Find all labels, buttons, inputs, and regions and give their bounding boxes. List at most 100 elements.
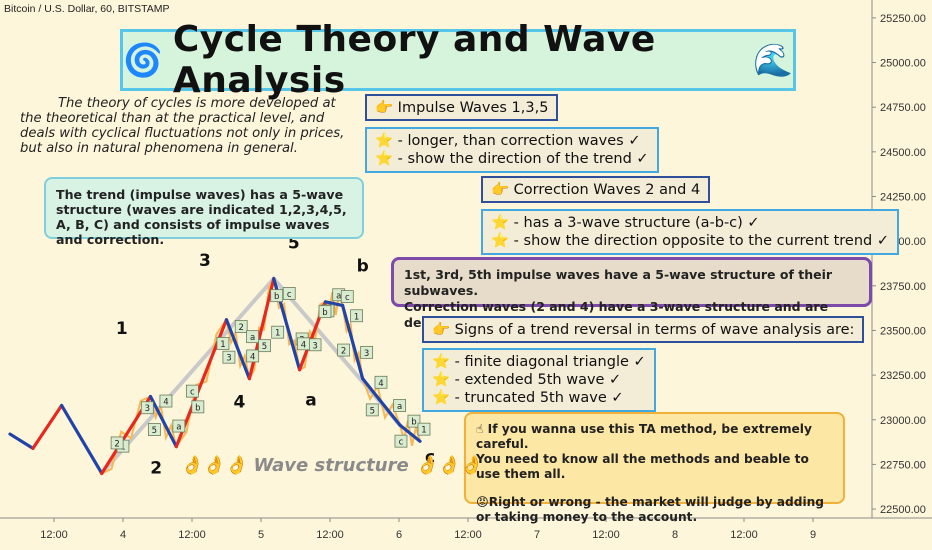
- sub-wave-badge: [297, 337, 310, 351]
- warning-line: 😡Right or wrong - the market will judge …: [476, 495, 825, 509]
- reversal-item: ⭐ - finite diagonal triangle ✓: [432, 354, 646, 370]
- sub-wave-label: c: [399, 438, 404, 448]
- sub-wave-label: c: [190, 388, 195, 398]
- time-tick-label: 9: [810, 529, 816, 541]
- pointing-hand-icon: 👉: [432, 322, 451, 338]
- page-title: Cycle Theory and Wave Analysis: [172, 19, 656, 101]
- sub-wave-badge: [374, 375, 388, 389]
- sub-wave-label: 2: [114, 439, 119, 449]
- price-tick-label: 25000.00: [880, 58, 926, 70]
- sub-wave-badge: [407, 414, 421, 428]
- price-tick-label: 23750.00: [880, 281, 926, 293]
- wave-label-2: 2: [150, 458, 162, 478]
- sub-wave-badge: [110, 436, 124, 450]
- price-tick-label: 22750.00: [880, 459, 926, 471]
- warning-note: ☝ If you wanna use this TA method, be ex…: [464, 412, 845, 524]
- sub-wave-badge: [365, 403, 379, 417]
- star-icon: ⭐: [375, 151, 394, 167]
- price-tick-label: 23000.00: [880, 415, 926, 427]
- sub-wave-label: 4: [250, 352, 255, 362]
- correction-segment: [8, 432, 35, 450]
- star-icon: ⭐: [432, 354, 451, 370]
- sub-wave-badge: [234, 320, 248, 333]
- impulse-header: 👉 Impulse Waves 1,3,5: [365, 94, 559, 121]
- sub-wave-badge: [191, 400, 205, 414]
- time-tick-label: 12:00: [592, 529, 620, 541]
- sub-wave-badge: [350, 309, 364, 323]
- price-tick-label: 23250.00: [880, 370, 926, 382]
- time-tick-label: 12:00: [40, 529, 68, 541]
- wave-label-5: 5: [288, 233, 300, 253]
- sub-wave-label: 2: [238, 323, 243, 333]
- star-icon: ⭐: [375, 133, 394, 149]
- sub-wave-badge: [246, 349, 260, 363]
- sub-wave-badge: [172, 419, 186, 433]
- star-icon: ⭐: [491, 215, 510, 231]
- sub-wave-label: b: [195, 403, 200, 413]
- sub-wave-badge: [222, 350, 236, 364]
- price-axis-panel: [872, 0, 932, 550]
- wave-label-1: 1: [116, 319, 128, 339]
- price-tick-label: 23500.00: [880, 325, 926, 337]
- sub-wave-label: 4: [378, 379, 383, 389]
- wave-label-3: 3: [199, 251, 211, 271]
- sub-wave-label: 3: [145, 404, 150, 414]
- trend-note-text: The trend (impulse waves) has a 5-wave s…: [56, 187, 347, 247]
- impulse-list: ⭐ - longer, than correction waves ✓ ⭐ - …: [365, 127, 659, 173]
- title-box: 🌀 Cycle Theory and Wave Analysis 🌊: [120, 19, 796, 101]
- intro-text: The theory of cycles is more developed a…: [20, 96, 345, 156]
- impulse-segment: [31, 403, 64, 450]
- sub-wave-label: 1: [421, 426, 426, 436]
- correction-item: ⭐ - show the direction opposite to the c…: [491, 233, 889, 249]
- wave-label-b: b: [357, 257, 369, 277]
- sub-wave-badge: [258, 339, 271, 353]
- correction-segment: [224, 318, 252, 381]
- trend-note: The trend (impulse waves) has a 5-wave s…: [44, 177, 364, 247]
- sub-wave-label: a: [176, 423, 181, 433]
- reversal-item: ⭐ - extended 5th wave ✓: [432, 372, 622, 388]
- correction-segment: [323, 300, 345, 308]
- correction-segment: [60, 403, 104, 475]
- time-tick-label: 8: [672, 529, 678, 541]
- time-tick-label: 7: [534, 529, 540, 541]
- time-tick-label: 5: [258, 529, 264, 541]
- sub-wave-badge: [271, 325, 285, 339]
- reversal-header: 👉 Signs of a trend reversal in terms of …: [422, 316, 865, 343]
- structure-note-line: 1st, 3rd, 5th impulse waves have a 5-wav…: [404, 267, 833, 298]
- correction-header-text: Correction Waves 2 and 4: [513, 182, 701, 198]
- sub-wave-label: 3: [226, 354, 231, 364]
- sub-wave-label: 4: [163, 398, 168, 408]
- pointing-hand-icon: 👉: [375, 100, 394, 116]
- sub-wave-label: b: [274, 292, 279, 302]
- sub-wave-label: c: [345, 293, 350, 303]
- sub-wave-badge: [337, 343, 351, 357]
- sub-wave-label: 5: [262, 342, 267, 352]
- sub-wave-label: 2: [341, 347, 346, 357]
- sub-wave-badge: [282, 287, 296, 300]
- sub-wave-badge: [246, 330, 259, 344]
- wave-label-c: c: [425, 448, 435, 468]
- cyclone-icon: 🌀: [123, 41, 163, 79]
- correction-header: 👉 Correction Waves 2 and 4: [481, 176, 711, 203]
- price-tick-label: 24750.00: [880, 102, 926, 114]
- wave-label-4: 4: [233, 392, 245, 412]
- impulse-header-text: Impulse Waves 1,3,5: [397, 100, 549, 116]
- sub-wave-badge: [340, 290, 354, 303]
- time-tick-label: 12:00: [454, 529, 482, 541]
- correction-segment: [398, 423, 422, 443]
- warning-line: You need to know all the methods and bea…: [476, 452, 809, 481]
- structure-note: 1st, 3rd, 5th impulse waves have a 5-wav…: [391, 257, 872, 330]
- correction-list: ⭐ - has a 3-wave structure (a-b-c) ✓ ⭐ -…: [481, 209, 899, 255]
- sub-wave-badge: [270, 289, 284, 303]
- price-tick-label: 25250.00: [880, 13, 926, 25]
- sub-wave-badge: [159, 394, 173, 408]
- sub-wave-badge: [360, 345, 374, 359]
- sub-wave-label: 4: [301, 340, 306, 350]
- correction-segment: [340, 303, 365, 381]
- sub-wave-badge: [417, 422, 431, 436]
- sub-wave-label: c: [287, 290, 292, 300]
- time-tick-label: 12:00: [316, 529, 344, 541]
- sub-wave-badge: [185, 384, 199, 398]
- price-tick-label: 22500.00: [880, 504, 926, 516]
